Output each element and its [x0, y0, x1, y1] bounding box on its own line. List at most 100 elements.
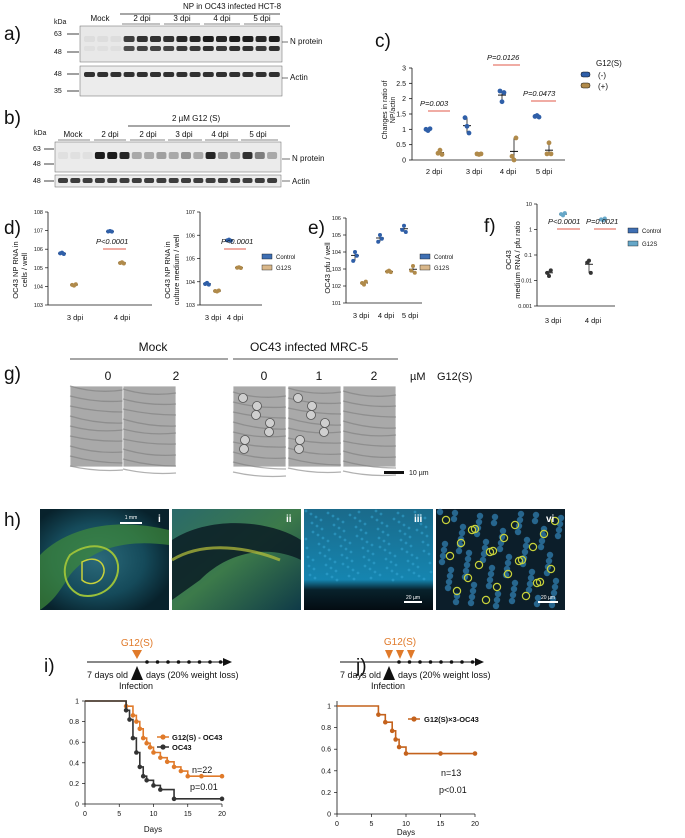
h-nucleus — [390, 569, 394, 573]
h-nucleus — [548, 601, 556, 609]
h-nucleus — [395, 572, 399, 576]
h-nucleus — [369, 576, 373, 580]
g-fiber — [232, 461, 287, 470]
panel-e-label: e) — [308, 218, 325, 239]
h-nucleus — [459, 523, 467, 531]
jCurves-ytick-label: 0.6 — [321, 747, 331, 754]
h-nucleus — [363, 564, 367, 568]
chart-f-p1: P<0.0001 — [548, 217, 580, 226]
j-day-dot — [397, 660, 401, 664]
h-nucleus — [522, 542, 530, 550]
chart-c-p2: P=0.0126 — [487, 53, 520, 62]
h-nucleus — [420, 531, 424, 535]
h-nucleus — [344, 547, 348, 551]
h-nucleus — [436, 508, 444, 516]
chart-c-ytick-label: 0 — [402, 158, 406, 165]
g-rounded-cell — [307, 401, 317, 411]
h-infected-cell — [550, 516, 560, 526]
h-nucleus — [346, 565, 350, 569]
chart-c-p3: P=0.0473 — [523, 89, 556, 98]
panel-c-label: c) — [375, 31, 391, 52]
eMarks-ytick-label: 101 — [332, 301, 341, 307]
h-nucleus — [411, 562, 415, 566]
actin-band-b — [119, 178, 130, 183]
h-nucleus — [490, 519, 498, 527]
h-nucleus — [384, 557, 388, 561]
g-fiber — [287, 417, 342, 426]
dRightMarks-ytick-label: 105 — [186, 257, 195, 263]
h-nucleus — [532, 511, 540, 519]
actin-band-b — [70, 178, 81, 183]
h-nucleus — [499, 527, 507, 535]
h-infected-cell — [532, 578, 542, 588]
g-fiber — [122, 448, 177, 457]
h-nucleus — [476, 512, 484, 520]
iCurves-ytick-label: 0.2 — [69, 781, 79, 788]
h-nucleus — [370, 515, 374, 519]
np-bands-b — [58, 152, 278, 159]
eMarks-ytick-label: 106 — [332, 216, 341, 222]
j-day-dot — [428, 660, 433, 664]
h-nucleus — [475, 518, 483, 526]
h-infected-cell — [528, 542, 538, 552]
h-nucleus — [385, 566, 389, 570]
jCurves-point — [376, 712, 381, 717]
actin-band — [255, 72, 267, 77]
i-day-dot — [166, 660, 170, 664]
h-nucleus — [370, 543, 374, 547]
g-rounded-cell — [320, 418, 330, 428]
h-infected-cell — [503, 569, 513, 579]
chart-c-point — [462, 115, 468, 121]
chart-i-legend-oc43: OC43 — [172, 743, 192, 752]
h-infected-cell — [510, 520, 520, 530]
h-nucleus — [445, 578, 453, 586]
h-nucleus — [545, 557, 553, 565]
h-nucleus — [387, 542, 391, 546]
dRightMarks-point — [228, 238, 233, 243]
np-band-lower — [84, 46, 95, 51]
jCurves-ytick-label: 0.2 — [321, 790, 331, 797]
chart-d-right-x-3dpi: 3 dpi — [205, 313, 222, 322]
h-nucleus — [407, 526, 411, 530]
h-label-i: i — [158, 514, 161, 525]
dLeftMarks-ytick-label: 106 — [34, 247, 43, 253]
g-compound: G12(S) — [437, 371, 472, 383]
h-nucleus — [351, 568, 355, 572]
np-band-b — [58, 152, 68, 159]
h-nucleus — [311, 558, 315, 562]
actin-band-b — [156, 178, 167, 183]
h-nucleus — [408, 535, 412, 539]
j-day-dot — [418, 660, 422, 664]
np-band-lower — [216, 46, 227, 51]
h-nucleus — [352, 577, 356, 581]
chart-f-ylabel-1: OC43 — [504, 250, 513, 270]
eMarks-point — [376, 239, 381, 244]
np-band-b — [107, 152, 118, 159]
chart-c-x-2dpi: 2 dpi — [426, 167, 443, 176]
h-infected-cell — [463, 573, 473, 583]
h-nucleus — [444, 584, 452, 592]
chart-d-legend-control: Control — [276, 255, 295, 261]
h-image-vi: 20 µm vi — [436, 508, 565, 610]
chart-c-ytick-label: 2.5 — [396, 81, 406, 88]
dRightMarks-ytick-label: 104 — [186, 280, 195, 286]
g-fiber — [69, 405, 124, 413]
g-conc-inf-0: 0 — [261, 369, 268, 383]
actin-band-b — [58, 178, 68, 183]
h-nucleus — [525, 586, 533, 594]
g-rounded-cell — [239, 444, 249, 454]
iCurves-point — [130, 713, 136, 718]
h-label-ii: ii — [286, 514, 292, 525]
actin-band-b — [82, 178, 93, 183]
fMarks-ytick-label: 0.001 — [518, 304, 532, 310]
h-nucleus — [450, 515, 458, 523]
lane-3dpi: 3 dpi — [173, 14, 191, 23]
chart-d-legend-g12s: G12S — [276, 266, 291, 272]
np-band — [110, 36, 122, 42]
h-nucleus — [312, 567, 316, 571]
chart-c-point — [509, 153, 515, 159]
actin-band — [216, 72, 227, 77]
iCurves-point — [158, 755, 163, 760]
chart-d-left-marks — [58, 229, 126, 288]
h-nucleus — [326, 539, 330, 543]
